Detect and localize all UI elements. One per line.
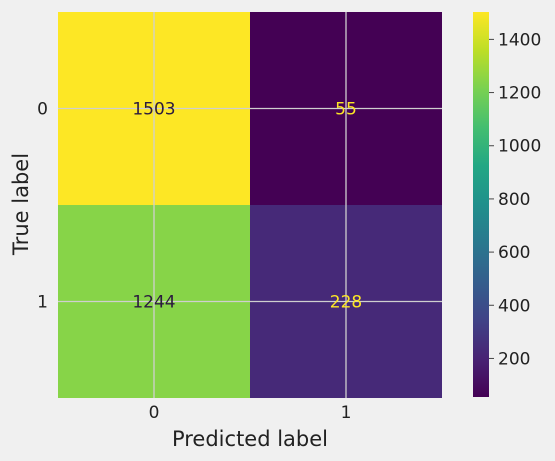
colorbar-tick-label: 200 (498, 349, 530, 369)
y-tick-label: 0 (37, 100, 48, 120)
cell-value-label: 1244 (132, 293, 175, 313)
y-axis-label: True label (9, 153, 33, 256)
x-tick-label: 0 (149, 403, 160, 423)
colorbar-tick-label: 600 (498, 243, 530, 263)
y-tick-label: 1 (37, 293, 48, 313)
colorbar-tick-label: 1400 (498, 30, 541, 50)
y-axis-ticks: 01 (37, 100, 48, 313)
colorbar (473, 12, 489, 397)
cell-value-labels: 1503 55 1244 228 (132, 100, 362, 313)
colorbar-tick-label: 800 (498, 190, 530, 210)
colorbar-ticks: 200 400 600 800 1000 1200 1400 (489, 30, 541, 369)
cell-value-label: 55 (335, 100, 357, 120)
x-axis-label: Predicted label (172, 427, 328, 451)
colorbar-tick-label: 1200 (498, 84, 541, 104)
matrix-grid (58, 12, 442, 398)
colorbar-tick-label: 400 (498, 296, 530, 316)
colorbar-tick-label: 1000 (498, 137, 541, 157)
cell-value-label: 1503 (132, 100, 175, 120)
x-tick-label: 1 (341, 403, 352, 423)
matrix-cells (58, 12, 442, 398)
cell-value-label: 228 (330, 293, 362, 313)
